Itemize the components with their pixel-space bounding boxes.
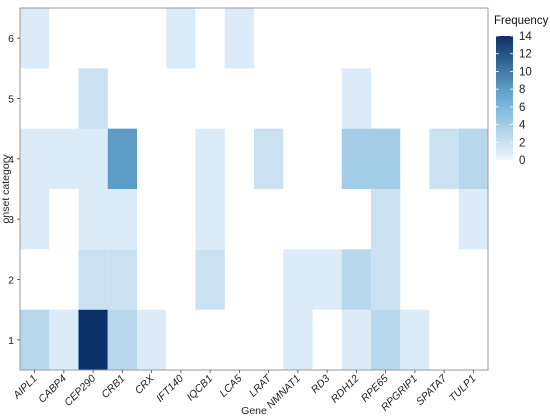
heatmap-cell-aipl1-onset-1 [20, 309, 50, 370]
heatmap-cell-crb1-onset-2 [107, 249, 137, 310]
legend-tick-label: 8 [519, 84, 525, 96]
x-tick-label: CRX [133, 372, 158, 397]
legend-tick-label: 14 [519, 31, 532, 43]
heatmap-cell-rdh12-onset-1 [341, 309, 371, 370]
heatmap-cell-aipl1-onset-6 [20, 8, 50, 69]
heatmap-cell-nmnat1-onset-2 [283, 249, 313, 310]
x-tick-label: RDH12 [329, 373, 362, 406]
heatmap-cell-nmnat1-onset-1 [283, 309, 313, 370]
heatmap-cell-rdh12-onset-2 [341, 249, 371, 310]
x-tick-label: TULP1 [447, 373, 479, 405]
legend-tick-label: 6 [519, 102, 525, 114]
plot-panel-border [19, 7, 489, 371]
heatmap-cell-cabp4-onset-4 [49, 128, 79, 189]
legend-ticks: 0 2 4 6 8 10 12 14 [496, 31, 532, 167]
x-tick-label: IQCB1 [184, 373, 215, 404]
legend-color-bar [496, 36, 513, 160]
heatmap-cell-cep290-onset-3 [78, 189, 108, 250]
heatmap-cell-rd3-onset-2 [312, 249, 342, 310]
heatmap-cell-aipl1-onset-4 [20, 128, 50, 189]
color-legend: Frequency 0 2 4 6 8 10 12 14 [494, 15, 549, 167]
legend-tick-label: 4 [519, 120, 526, 132]
heatmap-cell-cabp4-onset-1 [49, 309, 79, 370]
x-tick-label: CRB1 [99, 373, 127, 401]
heatmap-cell-iqcb1-onset-4 [195, 128, 225, 189]
legend-title: Frequency [494, 15, 549, 27]
heatmap-cell-crb1-onset-1 [107, 309, 137, 370]
heatmap-cell-rpe65-onset-4 [371, 128, 401, 189]
heatmap-cell-iqcb1-onset-3 [195, 189, 225, 250]
heatmap-cell-rpe65-onset-2 [371, 249, 401, 310]
heatmap-cell-rpe65-onset-3 [371, 189, 401, 250]
legend-tick-label: 2 [519, 137, 525, 149]
legend-tick-label: 10 [519, 66, 532, 78]
heatmap-cell-tulp1-onset-3 [458, 189, 488, 250]
heatmap-cell-crb1-onset-4 [107, 128, 137, 189]
heatmap-cell-iqcb1-onset-2 [195, 249, 225, 310]
y-tick-label: 1 [8, 335, 14, 347]
y-axis-ticks: 1 2 3 4 5 6 [8, 33, 20, 347]
x-tick-label: CEP290 [62, 373, 98, 409]
heatmap-cell-lca5-onset-6 [224, 8, 254, 69]
heatmap-cell-rdh12-onset-4 [341, 128, 371, 189]
heatmap-cell-crx-onset-1 [137, 309, 167, 370]
y-axis-title: onset category [0, 154, 12, 224]
legend-tick-label: 12 [519, 49, 532, 61]
heatmap-cell-cep290-onset-4 [78, 128, 108, 189]
heatmap-cell-ift140-onset-6 [166, 8, 196, 69]
heatmap-cells [20, 8, 488, 370]
heatmap-cell-spata7-onset-4 [429, 128, 459, 189]
x-axis-title: Gene [241, 405, 267, 417]
x-tick-label: AIPL1 [10, 373, 39, 402]
y-tick-label: 3 [8, 214, 14, 226]
heatmap-cell-cep290-onset-2 [78, 249, 108, 310]
x-tick-label: IFT140 [154, 373, 186, 405]
y-tick-label: 5 [8, 94, 14, 106]
heatmap-cell-rdh12-onset-5 [341, 68, 371, 129]
heatmap-cell-aipl1-onset-3 [20, 189, 50, 250]
y-tick-label: 2 [8, 275, 14, 287]
y-tick-label: 6 [8, 33, 14, 45]
heatmap-cell-cep290-onset-5 [78, 68, 108, 129]
heatmap-cell-crb1-onset-3 [107, 189, 137, 250]
heatmap-cell-lrat-onset-4 [254, 128, 284, 189]
x-tick-label: LCA5 [217, 373, 244, 400]
heatmap-cell-tulp1-onset-4 [458, 128, 488, 189]
legend-tick-label: 0 [519, 155, 525, 167]
x-tick-label: SPATA7 [414, 372, 450, 408]
heatmap-cell-rpgrip1-onset-1 [400, 309, 430, 370]
y-tick-label: 4 [8, 154, 14, 166]
x-tick-label: RD3 [309, 373, 332, 396]
heatmap-cell-rpe65-onset-1 [371, 309, 401, 370]
heatmap-cell-cep290-onset-1 [78, 309, 108, 370]
